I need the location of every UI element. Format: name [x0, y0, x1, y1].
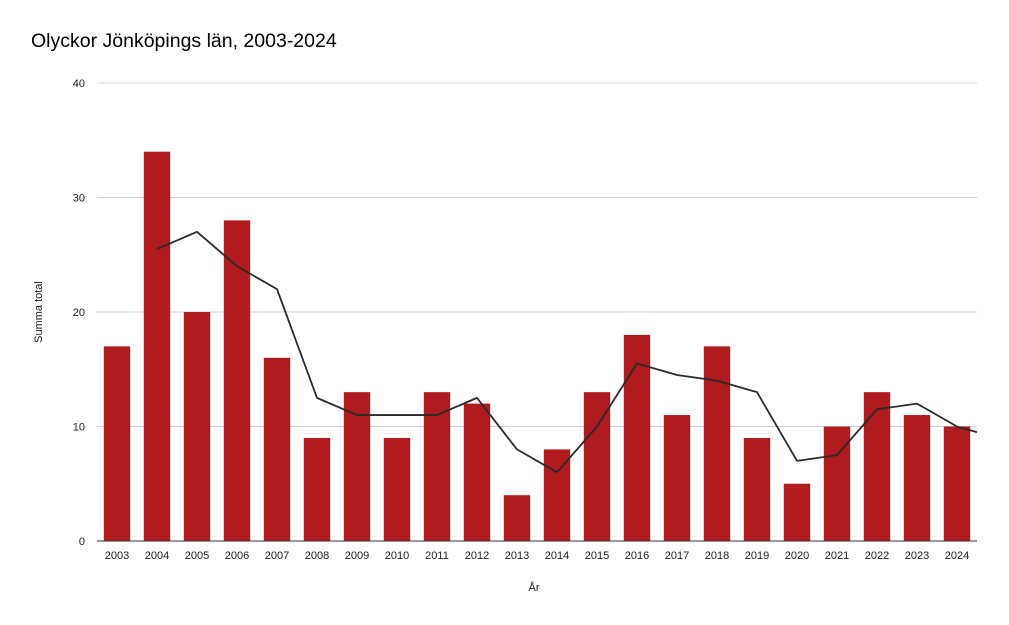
x-tick-label: 2018: [705, 550, 729, 562]
bar: [903, 415, 931, 541]
x-tick-label: 2019: [745, 550, 769, 562]
x-tick-label: 2020: [785, 550, 809, 562]
bar: [423, 392, 451, 541]
bar: [783, 483, 811, 541]
bar: [543, 449, 571, 541]
bar: [343, 392, 371, 541]
chart-title: Olyckor Jönköpings län, 2003-2024: [31, 30, 337, 52]
bar: [863, 392, 891, 541]
x-tick-label: 2010: [385, 550, 409, 562]
y-tick-label: 20: [73, 307, 85, 319]
bar: [583, 392, 611, 541]
trend-line: [156, 230, 978, 474]
x-tick-label: 2005: [185, 550, 209, 562]
x-tick-label: 2004: [145, 550, 169, 562]
bar: [183, 312, 211, 541]
x-tick-label: 2011: [425, 550, 449, 562]
bar: [263, 357, 291, 541]
x-tick-label: 2016: [625, 550, 649, 562]
x-tick-label: 2008: [305, 550, 329, 562]
bar: [943, 426, 971, 541]
x-tick-label: 2012: [465, 550, 489, 562]
axes: 0 10 20 30 40 2003 2004 2005 2006 2007 2008 2009 201…: [73, 78, 977, 562]
x-tick-label: 2022: [865, 550, 889, 562]
bar: [463, 403, 491, 541]
y-tick-label: 30: [73, 193, 85, 205]
bar: [663, 415, 691, 541]
y-tick-label: 40: [73, 78, 85, 90]
x-tick-label: 2003: [105, 550, 129, 562]
x-tick-label: 2024: [945, 550, 969, 562]
y-axis-title: Summa total: [33, 281, 45, 343]
bars: [103, 151, 971, 541]
x-tick-label: 2023: [905, 550, 929, 562]
x-tick-label: 2009: [345, 550, 369, 562]
bar: [703, 346, 731, 541]
x-tick-label: 2017: [665, 550, 689, 562]
bar: [623, 334, 651, 541]
bar: [503, 495, 531, 541]
x-tick-label: 2006: [225, 550, 249, 562]
x-tick-label: 2014: [545, 550, 569, 562]
trend-line-layer: [156, 230, 978, 474]
bar: [743, 437, 771, 541]
x-tick-label: 2021: [825, 550, 849, 562]
bar: [103, 346, 131, 541]
x-axis-title: År: [529, 581, 540, 594]
x-tick-label: 2013: [505, 550, 529, 562]
bar: [223, 220, 251, 541]
bar: [383, 437, 411, 541]
y-tick-label: 0: [79, 536, 85, 548]
bar: [143, 151, 171, 541]
x-tick-label: 2007: [265, 550, 289, 562]
bar: [303, 437, 331, 541]
x-tick-label: 2015: [585, 550, 609, 562]
y-tick-label: 10: [73, 422, 85, 434]
